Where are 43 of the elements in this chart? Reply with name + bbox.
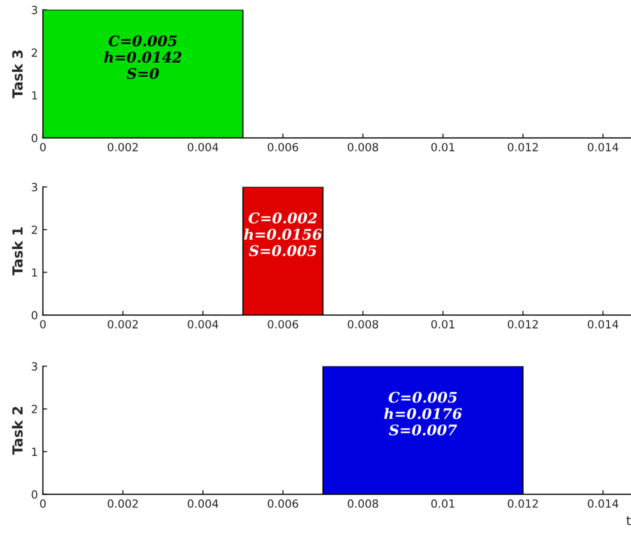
x-tick-label: 0.014 xyxy=(588,499,618,508)
y-tick-label: 0 xyxy=(32,134,38,142)
x-tick-label: 0.002 xyxy=(108,499,138,508)
x-tick-label: 0.01 xyxy=(431,499,454,508)
x-tick-label: 0.008 xyxy=(348,142,378,152)
x-tick-label: 0.004 xyxy=(188,142,218,152)
x-tick-label: 0.006 xyxy=(268,320,298,328)
x-tick-label: 0.008 xyxy=(348,499,378,508)
x-tick-label: 0.012 xyxy=(508,142,538,152)
x-tick-label: 0.01 xyxy=(431,142,454,152)
annotation: C=0.005 h=0.0142 S=0 xyxy=(104,35,182,80)
y-tick-label: 1 xyxy=(32,268,38,277)
x-tick-label: 0.004 xyxy=(188,499,218,508)
y-tick-label: 0 xyxy=(32,490,38,499)
x-tick-label: 0.004 xyxy=(188,320,218,328)
x-tick-label: 0.012 xyxy=(508,320,538,328)
y-tick-label: 2 xyxy=(32,48,37,57)
y-axis-title: Task 2 xyxy=(12,406,23,455)
x-axis-title: t xyxy=(626,516,631,525)
x-tick-label: 0.01 xyxy=(431,320,454,328)
x-tick-label: 0.002 xyxy=(108,142,138,152)
x-tick-label: 0.006 xyxy=(268,142,298,152)
annotation: C=0.005 h=0.0176 S=0.007 xyxy=(384,392,462,436)
y-tick-label: 3 xyxy=(32,182,38,192)
x-tick-label: 0.008 xyxy=(348,320,378,328)
x-tick-label: 0 xyxy=(40,142,46,152)
x-tick-label: 0 xyxy=(40,320,46,328)
y-tick-label: 1 xyxy=(32,91,38,100)
x-tick-label: 0.012 xyxy=(508,499,538,508)
x-tick-label: 0.002 xyxy=(108,320,138,328)
y-axis-title: Task 1 xyxy=(12,227,23,276)
x-tick-label: 0.014 xyxy=(588,320,618,328)
x-tick-label: 0.014 xyxy=(588,142,618,152)
y-tick-label: 3 xyxy=(32,362,38,371)
y-tick-label: 0 xyxy=(32,310,38,320)
y-tick-label: 2 xyxy=(32,404,37,414)
x-tick-label: 0.006 xyxy=(268,499,298,508)
x-tick-label: 0 xyxy=(40,499,46,508)
annotation: C=0.002 h=0.0156 S=0.005 xyxy=(244,212,322,256)
y-tick-label: 3 xyxy=(32,6,38,14)
y-tick-label: 2 xyxy=(32,226,37,234)
y-axis-title: Task 3 xyxy=(12,50,23,98)
y-tick-label: 1 xyxy=(32,448,38,456)
